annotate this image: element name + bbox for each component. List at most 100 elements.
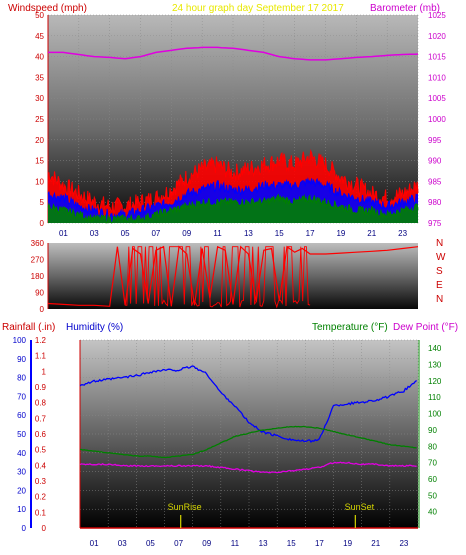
rain-tick-label: 1 [42, 367, 47, 376]
rain-tick-label: 0.4 [35, 461, 47, 470]
direction-label: S [436, 266, 443, 277]
series-direction-line [47, 245, 419, 307]
rain-tick-label: 0.5 [35, 446, 47, 455]
x-tick-label: 11 [231, 539, 240, 548]
x-tick-label: 19 [336, 229, 345, 238]
temp-tick-label: 80 [428, 442, 437, 451]
barometer-axis-ticks: 975 980 985 990 995 1000 1005 1010 1015 1020 1025 [428, 11, 446, 228]
humidity-tick-label: 10 [17, 505, 26, 514]
rain-tick-label: 1.1 [35, 352, 47, 361]
humidity-tick-label: 70 [17, 392, 26, 401]
x-tick-label: 23 [399, 539, 408, 548]
rain-tick-label: 0.3 [35, 477, 47, 486]
x-tick-label: 15 [287, 539, 296, 548]
rainfall-label: Rainfall (.in) [2, 322, 55, 333]
rain-tick-label: 0 [42, 524, 47, 533]
temp-tick-label: 50 [428, 491, 437, 500]
humidity-tick-label: 30 [17, 468, 26, 477]
y-tick-label: 5 [40, 198, 45, 207]
y-right-tick-label: 1015 [428, 53, 446, 62]
y-right-tick-label: 975 [428, 219, 442, 228]
humidity-tick-label: 60 [17, 411, 26, 420]
temp-tick-label: 70 [428, 459, 437, 468]
rain-tick-label: 1.2 [35, 336, 47, 345]
wind-axis-ticks: 0 5 10 15 20 25 30 35 40 45 50 [35, 11, 49, 228]
temp-tick-label: 120 [428, 377, 442, 386]
sun-marker-label: SunRise [168, 502, 202, 512]
direction-label: N [436, 238, 443, 249]
temp-tick-label: 110 [428, 393, 441, 402]
y-right-tick-label: 1020 [428, 32, 446, 41]
temperature-label: Temperature (°F) [312, 322, 388, 333]
x-tick-label: 09 [182, 229, 191, 238]
chart-title: 24 hour graph day September 17 2017 [172, 3, 344, 14]
x-tick-label: 05 [146, 539, 155, 548]
humidity-tick-label: 50 [17, 430, 26, 439]
humidity-tick-label: 20 [17, 486, 26, 495]
sun-annotations: SunRise SunSet [168, 502, 375, 528]
y-tick-label: 50 [35, 11, 44, 20]
x-tick-label: 17 [315, 539, 324, 548]
rain-tick-label: 0.6 [35, 430, 47, 439]
y-tick-label: 180 [31, 272, 45, 281]
y-tick-label: 15 [35, 157, 44, 166]
humidity-tick-label: 40 [17, 449, 26, 458]
y-tick-label: 25 [35, 115, 44, 124]
direction-label: E [436, 280, 443, 291]
x-tick-label: 07 [174, 539, 183, 548]
y-tick-label: 45 [35, 32, 44, 41]
dewpoint-label: Dew Point (°F) [393, 322, 458, 333]
humidity-tick-label: 80 [17, 374, 26, 383]
series-low-line [47, 193, 419, 224]
y-right-tick-label: 980 [428, 198, 442, 207]
y-right-tick-label: 1010 [428, 73, 446, 82]
x-tick-label: 09 [202, 539, 211, 548]
x-tick-label: 23 [398, 229, 407, 238]
humidity-tick-label: 0 [22, 524, 27, 533]
rain-tick-label: 0.7 [35, 414, 47, 423]
temp-tick-label: 90 [428, 426, 437, 435]
y-right-tick-label: 1000 [428, 115, 446, 124]
rain-tick-label: 0.8 [35, 399, 47, 408]
x-tick-label: 15 [275, 229, 284, 238]
y-right-tick-label: 990 [428, 157, 442, 166]
direction-panel-background [48, 243, 418, 309]
y-right-tick-label: 995 [428, 136, 442, 145]
humidity-label: Humidity (%) [66, 322, 123, 333]
temp-tick-label: 60 [428, 475, 437, 484]
x-tick-label: 13 [244, 229, 253, 238]
humidity-x-ticks: 01 03 05 07 09 11 13 15 17 19 21 23 [90, 539, 409, 548]
humidity-axis-ticks: 0 10 20 30 40 50 60 70 80 90 100 0 0.1 0.2 0.3 0.4 0.5 0.… [13, 336, 442, 533]
temp-tick-label: 130 [428, 361, 442, 370]
humidity-tick-label: 90 [17, 355, 26, 364]
humidity-panel-grid [79, 339, 419, 529]
x-tick-label: 03 [90, 229, 99, 238]
x-tick-label: 21 [371, 539, 380, 548]
temp-tick-label: 100 [428, 410, 442, 419]
rain-tick-label: 0.1 [35, 508, 47, 517]
sun-marker-label: SunSet [345, 502, 375, 512]
wind-series-group [47, 46, 419, 224]
x-tick-label: 19 [343, 539, 352, 548]
rain-tick-label: 0.2 [35, 493, 47, 502]
temp-tick-label: 40 [428, 508, 437, 517]
x-tick-label: 03 [118, 539, 127, 548]
y-tick-label: 35 [35, 73, 44, 82]
series-barometer-line [48, 46, 419, 61]
x-tick-label: 21 [367, 229, 376, 238]
y-tick-label: 0 [40, 219, 45, 228]
y-tick-label: 360 [31, 239, 45, 248]
y-right-tick-label: 1025 [428, 11, 446, 20]
wind-x-ticks: 01 03 05 07 09 11 13 15 17 19 21 23 [59, 229, 408, 238]
y-tick-label: 10 [35, 177, 44, 186]
x-tick-label: 11 [213, 229, 222, 238]
direction-label: N [436, 294, 443, 305]
windspeed-title: Windspeed (mph) [8, 3, 87, 14]
x-tick-label: 05 [121, 229, 130, 238]
y-tick-label: 40 [35, 53, 44, 62]
x-tick-label: 01 [59, 229, 68, 238]
x-tick-label: 01 [90, 539, 99, 548]
series-low-fill [48, 194, 418, 223]
series-humidity-line [79, 365, 418, 443]
